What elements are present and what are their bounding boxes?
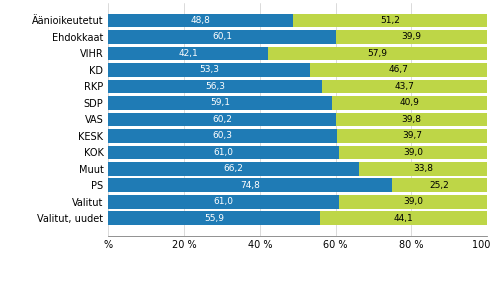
Text: 57,9: 57,9 [368, 49, 387, 58]
Bar [108, 162, 359, 175]
Text: 25,2: 25,2 [430, 181, 449, 190]
Text: 60,2: 60,2 [213, 115, 232, 124]
Text: 53,3: 53,3 [199, 65, 219, 74]
Bar [268, 47, 487, 60]
Bar [339, 195, 487, 208]
Bar [336, 30, 487, 43]
Text: 61,0: 61,0 [214, 197, 234, 206]
Text: 56,3: 56,3 [205, 82, 225, 91]
Bar [359, 162, 487, 175]
Text: 40,9: 40,9 [400, 98, 420, 107]
Text: 43,7: 43,7 [395, 82, 414, 91]
Bar [108, 30, 336, 43]
Bar [392, 178, 487, 192]
Text: 60,3: 60,3 [213, 131, 232, 140]
Text: 39,0: 39,0 [403, 197, 423, 206]
Bar [310, 63, 487, 77]
Text: 39,0: 39,0 [403, 148, 423, 157]
Bar [108, 146, 339, 159]
Bar [320, 211, 487, 225]
Bar [108, 14, 293, 27]
Text: 42,1: 42,1 [178, 49, 198, 58]
Bar [108, 129, 337, 143]
Bar [108, 47, 268, 60]
Text: 59,1: 59,1 [210, 98, 230, 107]
Bar [332, 96, 487, 110]
Text: 61,0: 61,0 [214, 148, 234, 157]
Text: 39,7: 39,7 [402, 131, 422, 140]
Bar [108, 211, 320, 225]
Text: 55,9: 55,9 [204, 214, 224, 223]
Text: 39,9: 39,9 [401, 32, 422, 41]
Bar [108, 63, 310, 77]
Text: 44,1: 44,1 [394, 214, 413, 223]
Text: 60,1: 60,1 [212, 32, 232, 41]
Bar [108, 79, 322, 93]
Bar [293, 14, 487, 27]
Text: 74,8: 74,8 [240, 181, 260, 190]
Text: 51,2: 51,2 [380, 16, 400, 25]
Bar [108, 195, 339, 208]
Bar [337, 129, 487, 143]
Text: 66,2: 66,2 [224, 164, 244, 173]
Bar [322, 79, 487, 93]
Text: 48,8: 48,8 [191, 16, 211, 25]
Text: 33,8: 33,8 [413, 164, 433, 173]
Bar [108, 96, 332, 110]
Bar [337, 113, 487, 126]
Text: 39,8: 39,8 [401, 115, 422, 124]
Bar [108, 178, 392, 192]
Bar [108, 113, 337, 126]
Bar [339, 146, 487, 159]
Text: 46,7: 46,7 [389, 65, 408, 74]
